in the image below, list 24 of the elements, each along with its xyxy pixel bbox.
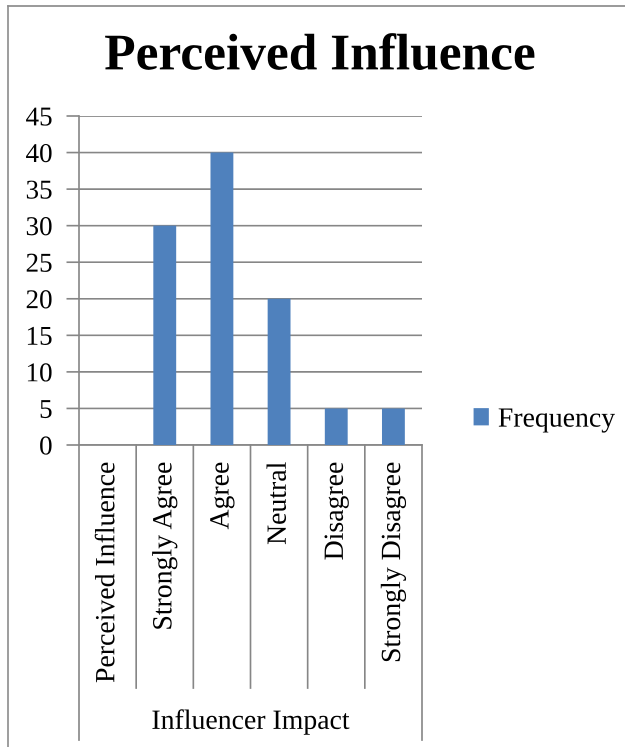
x-tick-label: Strongly Disagree bbox=[380, 462, 406, 662]
chart-title: Perceived Influence bbox=[105, 33, 534, 70]
legend-label: Frequency bbox=[498, 408, 616, 433]
bar bbox=[153, 226, 176, 445]
y-tick-label: 10 bbox=[28, 363, 52, 382]
x-tick-label: Strongly Agree bbox=[152, 462, 178, 629]
bar bbox=[324, 408, 348, 445]
y-tick-label: 5 bbox=[40, 400, 52, 418]
y-tick-label: 15 bbox=[28, 326, 52, 345]
bar bbox=[268, 298, 291, 445]
y-tick-label: 30 bbox=[26, 217, 52, 236]
x-tick-label: Neutral bbox=[266, 462, 286, 544]
bar bbox=[210, 152, 234, 445]
y-tick-label: 25 bbox=[26, 254, 52, 272]
y-tick-label: 35 bbox=[26, 180, 52, 199]
x-tick-label: Agree bbox=[210, 462, 235, 530]
y-tick-label: 45 bbox=[26, 108, 52, 126]
bar bbox=[382, 408, 405, 445]
y-tick-label: 0 bbox=[40, 436, 52, 455]
x-axis-title: Influencer Impact bbox=[152, 709, 350, 735]
y-tick-label: 20 bbox=[26, 290, 52, 308]
x-tick-label: Perceived Influence bbox=[94, 462, 115, 682]
y-tick-label: 40 bbox=[26, 144, 52, 162]
x-tick-label: Disagree bbox=[324, 462, 349, 560]
